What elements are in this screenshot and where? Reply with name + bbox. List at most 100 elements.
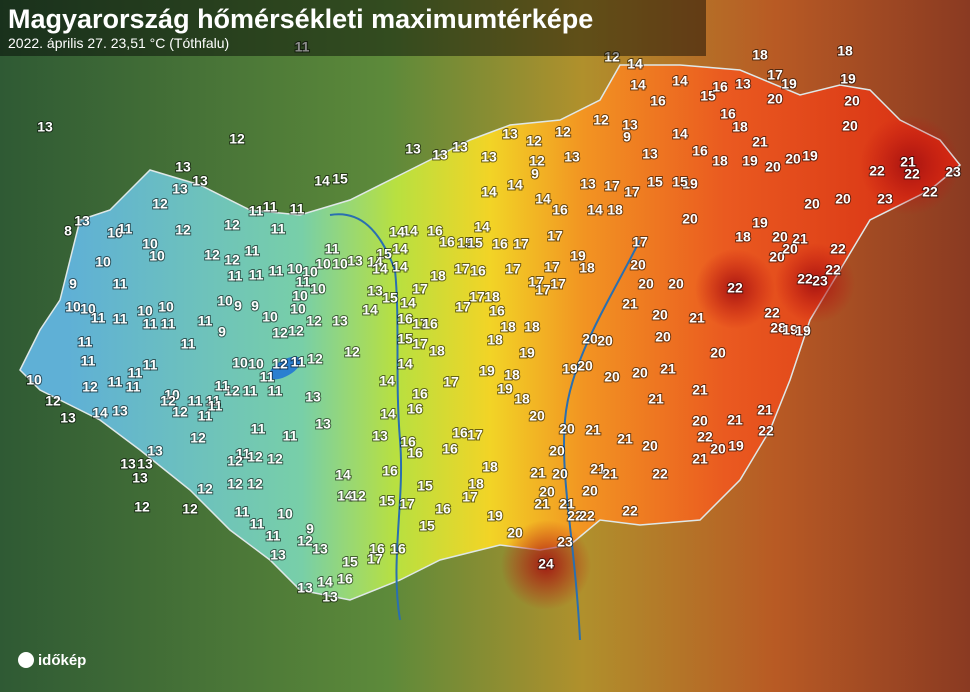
temperature-label: 13 — [192, 173, 208, 189]
temperature-label: 21 — [757, 402, 773, 418]
temperature-label: 13 — [642, 146, 658, 162]
temperature-label: 11 — [188, 393, 203, 409]
temperature-label: 18 — [524, 319, 540, 335]
temperature-label: 19 — [728, 438, 744, 454]
temperature-label: 22 — [922, 184, 938, 200]
temperature-label: 13 — [137, 456, 153, 472]
temperature-label: 20 — [582, 331, 598, 347]
temperature-label: 10 — [262, 309, 278, 325]
temperature-label: 19 — [519, 345, 535, 361]
temperature-label: 13 — [74, 213, 90, 229]
temperature-label: 13 — [37, 119, 53, 135]
temperature-label: 11 — [81, 353, 96, 369]
temperature-label: 20 — [844, 93, 860, 109]
title-box — [0, 0, 706, 56]
temperature-label: 14 — [372, 261, 388, 277]
temperature-label: 14 — [402, 223, 418, 239]
temperature-label: 21 — [752, 134, 768, 150]
temperature-label: 18 — [500, 319, 516, 335]
temperature-label: 18 — [504, 367, 520, 383]
temperature-label: 13 — [735, 76, 751, 92]
temperature-label: 13 — [564, 149, 580, 165]
temperature-label: 20 — [630, 257, 646, 273]
temperature-label: 10 — [277, 506, 293, 522]
temperature-label: 22 — [830, 241, 846, 257]
temperature-label: 11 — [249, 203, 264, 219]
temperature-label: 14 — [314, 173, 330, 189]
temperature-label: 15 — [332, 171, 348, 187]
temperature-label: 22 — [567, 508, 583, 524]
temperature-label: 12 — [526, 133, 542, 149]
temperature-label: 13 — [297, 580, 313, 596]
temperature-label: 14 — [397, 356, 413, 372]
temperature-label: 22 — [622, 503, 638, 519]
temperature-label: 21 — [660, 361, 676, 377]
temperature-label: 12 — [247, 476, 263, 492]
temperature-label: 18 — [712, 153, 728, 169]
temperature-label: 17 — [544, 259, 560, 275]
temperature-label: 11 — [283, 428, 298, 444]
temperature-label: 9 — [69, 276, 77, 292]
temperature-label: 21 — [692, 451, 708, 467]
temperature-label: 16 — [720, 106, 736, 122]
temperature-label: 12 — [224, 217, 240, 233]
temperature-label: 13 — [405, 141, 421, 157]
temperature-label: 11 — [113, 311, 128, 327]
temperature-label: 17 — [469, 289, 485, 305]
temperature-label: 10 — [315, 256, 331, 272]
temperature-label: 9 — [234, 298, 242, 314]
temperature-label: 10 — [232, 355, 248, 371]
temperature-label: 9 — [251, 298, 259, 314]
temperature-label: 16 — [552, 202, 568, 218]
subtitle: 2022. április 27. 23,51 °C (Tóthfalu) — [8, 35, 229, 51]
temperature-label: 16 — [400, 434, 416, 450]
temperature-label: 20 — [769, 249, 785, 265]
title: Magyarország hőmérsékleti maximumtérképe — [8, 4, 593, 34]
temperature-label: 16 — [412, 386, 428, 402]
temperature-label: 22 — [797, 271, 813, 287]
temperature-label: 20 — [632, 365, 648, 381]
temperature-label: 17 — [505, 261, 521, 277]
temperature-label: 10 — [80, 301, 96, 317]
temperature-label: 14 — [337, 488, 353, 504]
temperature-label: 11 — [243, 383, 258, 399]
temperature-label: 10 — [248, 356, 264, 372]
temperature-label: 20 — [804, 196, 820, 212]
temperature-label: 16 — [407, 401, 423, 417]
temperature-label: 12 — [529, 153, 545, 169]
temperature-label: 20 — [559, 421, 575, 437]
temperature-label: 17 — [604, 178, 620, 194]
temperature-label: 14 — [627, 56, 643, 72]
temperature-label: 20 — [577, 358, 593, 374]
temperature-label: 13 — [372, 428, 388, 444]
temperature-label: 13 — [60, 410, 76, 426]
temperature-label: 16 — [650, 93, 666, 109]
temperature-label: 20 — [782, 241, 798, 257]
temperature-label: 12 — [227, 476, 243, 492]
temperature-label: 16 — [435, 501, 451, 517]
temperature-label: 16 — [692, 143, 708, 159]
temperature-label: 18 — [732, 119, 748, 135]
temperature-label: 11 — [198, 408, 213, 424]
temperature-label: 22 — [652, 466, 668, 482]
temperature-label: 16 — [382, 463, 398, 479]
temperature-label: 13 — [172, 181, 188, 197]
temperature-label: 20 — [529, 408, 545, 424]
temperature-label: 17 — [367, 551, 383, 567]
temperature-label: 12 — [197, 481, 213, 497]
temperature-label: 15 — [700, 88, 716, 104]
temperature-label: 11 — [266, 528, 281, 544]
temperature-label: 15 — [397, 331, 413, 347]
temperature-label: 17 — [632, 234, 648, 250]
temperature-label: 13 — [481, 149, 497, 165]
temperature-label: 13 — [315, 416, 331, 432]
temperature-label: 22 — [758, 423, 774, 439]
temperature-label: 20 — [604, 369, 620, 385]
temperature-label: 12 — [593, 112, 609, 128]
temperature-label: 11 — [215, 378, 230, 394]
temperature-label: 11 — [108, 374, 123, 390]
temperature-label: 28 — [770, 320, 786, 336]
temperature-label: 21 — [648, 391, 664, 407]
temperature-label: 14 — [672, 73, 688, 89]
temperature-label: 15 — [417, 478, 433, 494]
